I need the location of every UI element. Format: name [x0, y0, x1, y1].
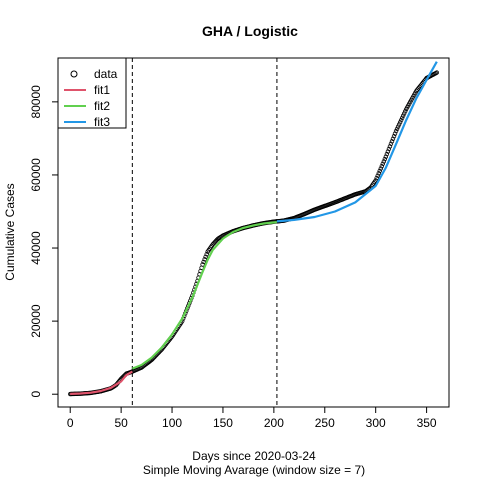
y-tick-label: 40000 — [29, 231, 43, 265]
y-tick-label: 80000 — [29, 85, 43, 119]
legend-label: data — [94, 67, 118, 81]
data-point — [399, 115, 405, 121]
x-tick-label: 300 — [366, 416, 386, 430]
data-point — [202, 257, 207, 262]
y-tick-label: 20000 — [29, 304, 43, 338]
data-point — [389, 139, 395, 144]
fit1-line — [70, 370, 133, 395]
data-point — [434, 70, 439, 75]
data-point — [394, 126, 400, 132]
data-point — [398, 117, 404, 123]
data-point — [380, 161, 386, 166]
data-point — [375, 173, 380, 178]
data-point — [388, 141, 394, 147]
data-point — [203, 254, 208, 260]
legend-marker — [70, 70, 78, 78]
data-point — [200, 262, 205, 267]
legend-label: fit3 — [94, 115, 110, 129]
data-point — [396, 122, 402, 127]
data-point — [401, 111, 407, 116]
data-point — [373, 178, 378, 183]
data-point — [386, 146, 392, 152]
data-point — [392, 131, 398, 136]
data-point — [385, 149, 391, 154]
data-point — [384, 151, 390, 157]
data-point — [378, 166, 383, 171]
x-tick-label: 50 — [114, 416, 128, 430]
y-tick-label: 60000 — [29, 158, 43, 192]
legend-box — [57, 57, 127, 129]
data-point — [379, 163, 384, 169]
fit-lines — [70, 61, 438, 395]
data-point — [204, 252, 209, 257]
data-point — [403, 109, 408, 114]
x-axis-sublabel: Simple Moving Avarage (window size = 7) — [143, 463, 365, 477]
x-tick-label: 0 — [67, 416, 74, 430]
data-point — [390, 136, 396, 141]
legend: data fit1 fit2 fit3 — [57, 57, 127, 129]
legend-label: fit2 — [94, 99, 110, 113]
data-point — [387, 144, 393, 149]
data-point — [400, 113, 406, 118]
data-point — [374, 175, 379, 181]
data-point — [395, 124, 401, 129]
x-tick-label: 350 — [417, 416, 437, 430]
data-point — [381, 159, 387, 164]
y-axis-label: Cumulative Cases — [3, 183, 17, 280]
data-point — [393, 128, 399, 134]
data-point — [377, 168, 382, 174]
plot-area — [131, 58, 278, 407]
x-axis-label: Days since 2020-03-24 — [192, 449, 316, 463]
chart-title: GHA / Logistic — [202, 23, 298, 39]
legend-label: fit1 — [94, 83, 110, 97]
data-point — [201, 259, 206, 265]
data-point — [382, 156, 388, 162]
x-tick-label: 200 — [264, 416, 284, 430]
x-tick-label: 250 — [315, 416, 335, 430]
fit3-line — [276, 61, 438, 223]
data-point — [397, 120, 403, 125]
data-point — [376, 171, 381, 176]
x-tick-label: 100 — [162, 416, 182, 430]
y-tick-label: 0 — [29, 391, 43, 398]
fit2-line — [131, 221, 278, 370]
data-point — [391, 134, 397, 139]
y-axis: 0 20000 40000 60000 80000 — [29, 85, 59, 398]
data-point — [383, 154, 389, 159]
x-axis: 0 50 100 150 200 250 300 350 — [67, 406, 437, 430]
x-tick-label: 150 — [213, 416, 233, 430]
